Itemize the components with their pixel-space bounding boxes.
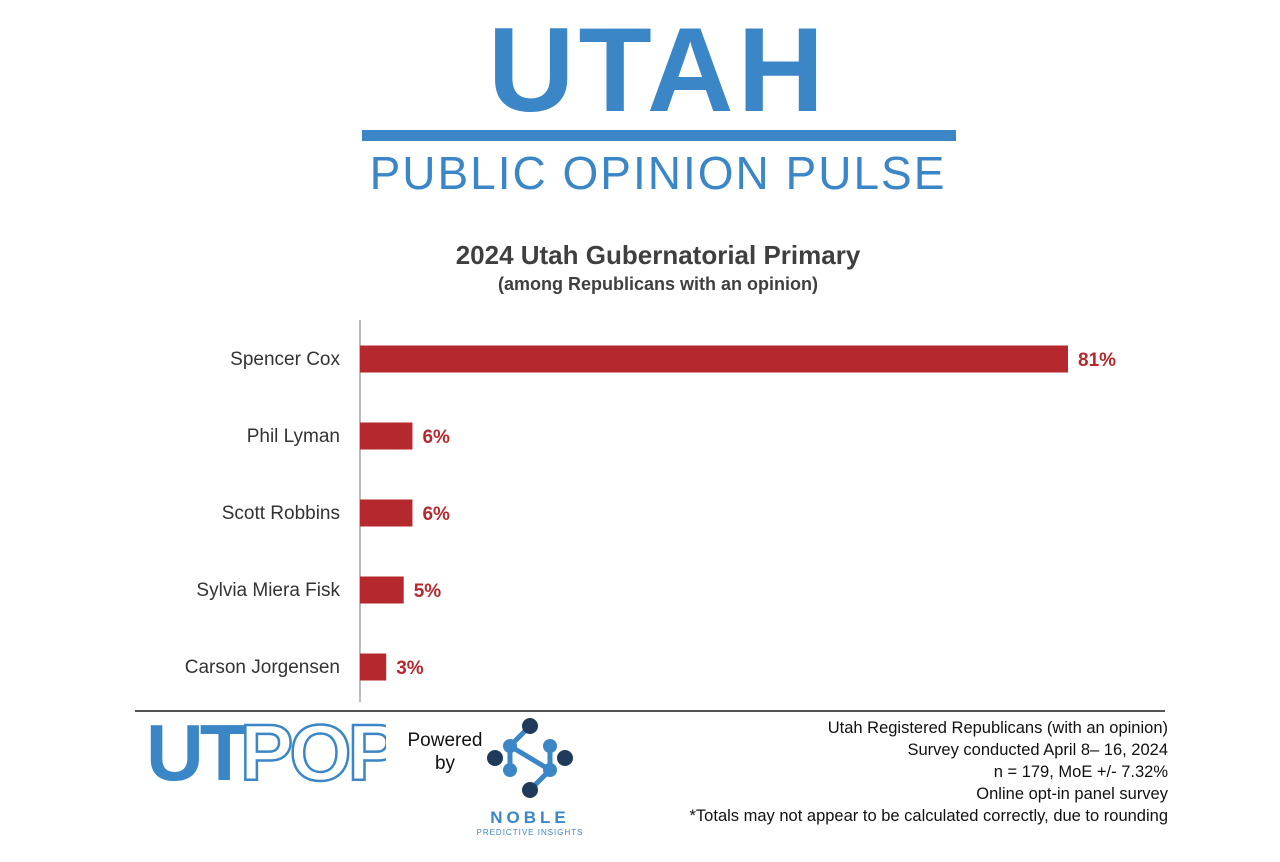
- survey-note: n = 179, MoE +/- 7.32%: [993, 763, 1168, 781]
- survey-note: Utah Registered Republicans (with an opi…: [827, 719, 1168, 737]
- data-label: 81%: [1078, 350, 1116, 371]
- bar: [360, 345, 1068, 373]
- utpop-logo-pop: POP: [240, 720, 386, 788]
- powered-by-label: Powered by: [390, 730, 500, 776]
- survey-note: *Totals may not appear to be calculated …: [689, 807, 1168, 825]
- brand-title: UTAH: [487, 3, 829, 137]
- powered-by-line1: Powered: [407, 730, 483, 751]
- bar: [360, 499, 413, 527]
- brand-divider: [362, 130, 956, 141]
- data-label: 5%: [414, 581, 442, 602]
- survey-note: Online opt-in panel survey: [976, 785, 1168, 803]
- category-label: Sylvia Miera Fisk: [196, 580, 340, 601]
- chart-title: 2024 Utah Gubernatorial Primary: [455, 240, 861, 270]
- bar: [360, 576, 404, 604]
- category-label: Phil Lyman: [247, 426, 340, 447]
- chart-subtitle: (among Republicans with an opinion): [498, 274, 818, 294]
- noble-wordmark: NOBLE: [490, 808, 570, 827]
- survey-notes: Utah Registered Republicans (with an opi…: [690, 717, 1168, 827]
- powered-by-line2: by: [434, 752, 456, 774]
- noble-network-icon: [487, 718, 573, 798]
- noble-tagline: PREDICTIVE INSIGHTS: [476, 828, 584, 837]
- category-label: Carson Jorgensen: [185, 657, 340, 678]
- bar: [360, 653, 387, 681]
- category-label: Spencer Cox: [230, 349, 340, 370]
- data-label: 6%: [422, 504, 450, 525]
- survey-note: Survey conducted April 8– 16, 2024: [907, 741, 1168, 759]
- bar: [360, 422, 413, 450]
- utpop-logo: UT POP: [146, 720, 386, 788]
- category-label: Scott Robbins: [222, 503, 340, 524]
- data-label: 6%: [422, 427, 450, 448]
- brand-subtitle: PUBLIC OPINION PULSE: [369, 147, 947, 199]
- utpop-logo-ut: UT: [146, 720, 249, 788]
- footer-divider: [135, 710, 1165, 712]
- data-label: 3%: [396, 658, 424, 679]
